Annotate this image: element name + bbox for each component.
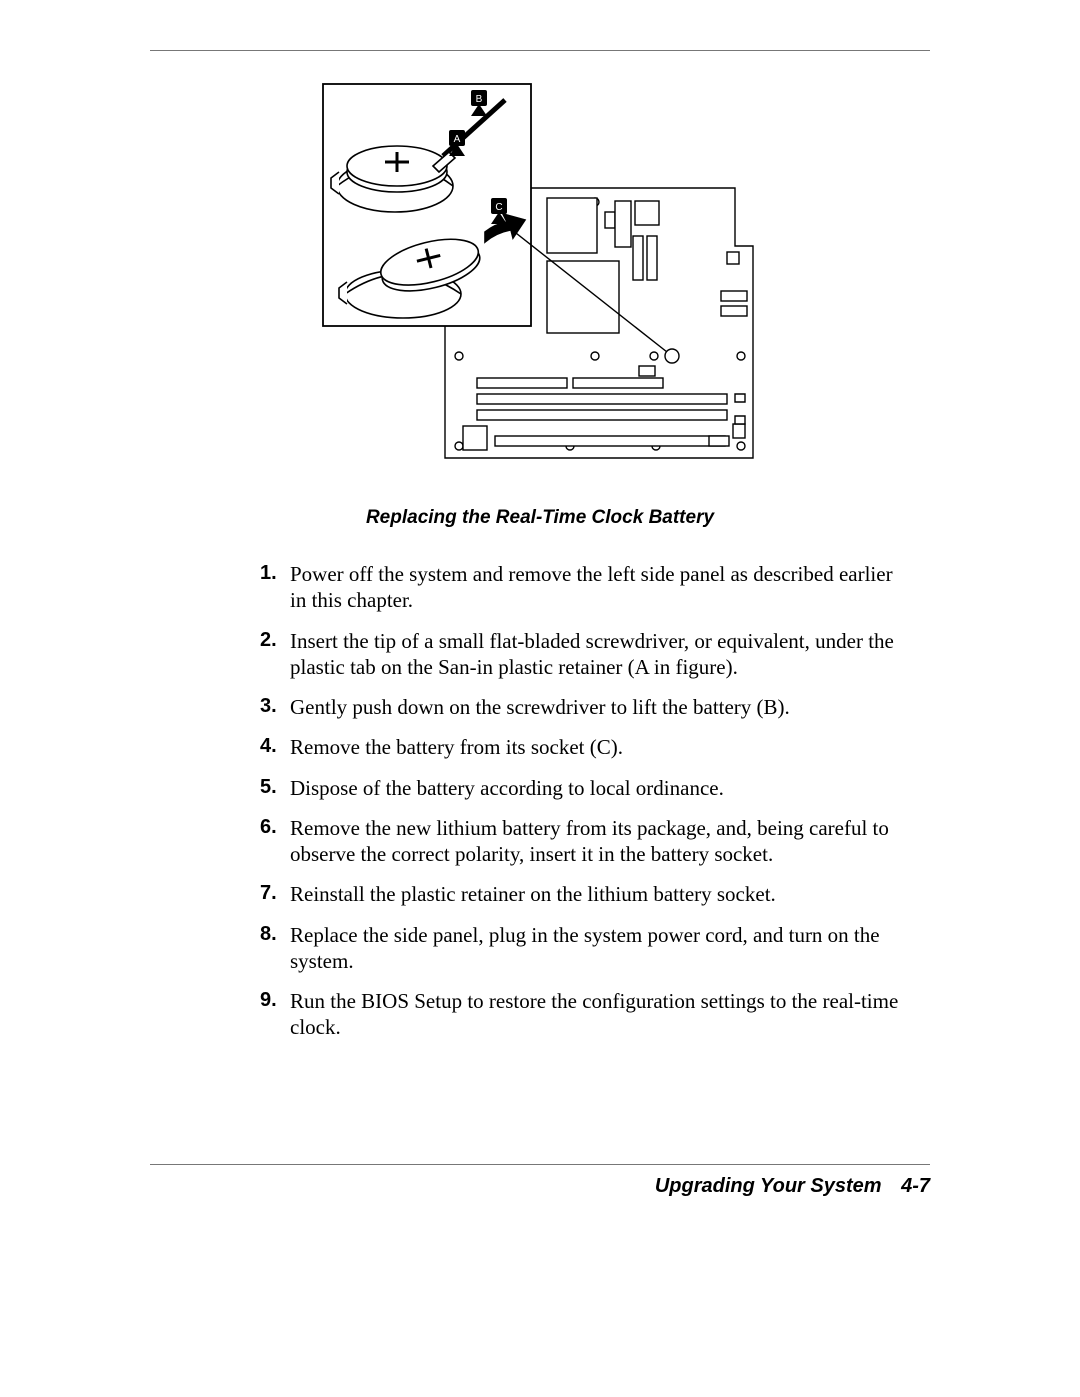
step: Remove the battery from its socket (C). (260, 734, 900, 760)
figure-caption: Replacing the Real-Time Clock Battery (150, 507, 930, 529)
figure-label-a: A (454, 134, 461, 145)
step: Gently push down on the screwdriver to l… (260, 694, 900, 720)
footer-page-number: 4-7 (901, 1175, 930, 1197)
step: Insert the tip of a small flat-bladed sc… (260, 628, 900, 681)
step: Dispose of the battery according to loca… (260, 775, 900, 801)
footer-section: Upgrading Your System (655, 1175, 882, 1197)
figure-label-b: B (476, 94, 483, 105)
step: Replace the side panel, plug in the syst… (260, 922, 900, 975)
page-footer: Upgrading Your System 4-7 (655, 1175, 930, 1198)
step: Reinstall the plastic retainer on the li… (260, 881, 900, 907)
step: Power off the system and remove the left… (260, 561, 900, 614)
step: Remove the new lithium battery from its … (260, 815, 900, 868)
battery-replacement-figure: B A C (315, 76, 765, 481)
step: Run the BIOS Setup to restore the config… (260, 988, 900, 1041)
figure-container: B A C Replacing the Real-Time Clock Batt… (150, 76, 930, 529)
figure-svg: B A C (315, 76, 765, 476)
figure-label-c: C (495, 202, 502, 213)
instruction-list: Power off the system and remove the left… (150, 561, 930, 1041)
page-content: B A C Replacing the Real-Time Clock Batt… (150, 50, 930, 1165)
